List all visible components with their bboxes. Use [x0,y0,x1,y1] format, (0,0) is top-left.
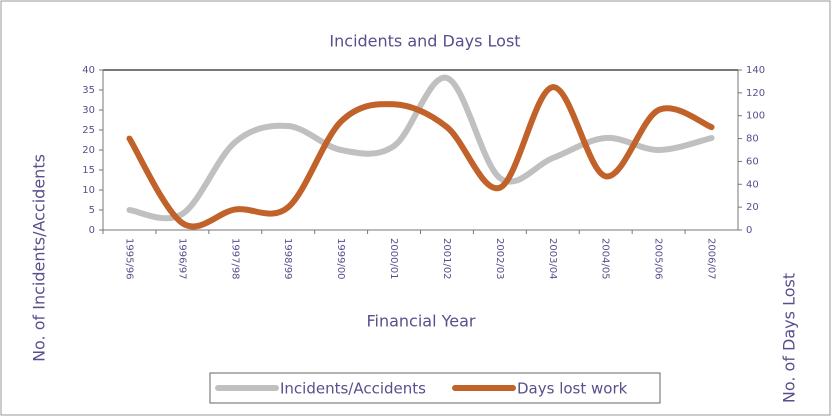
y-tick-label: 20 [82,145,95,156]
y-tick-label: 40 [82,65,95,76]
y2-tick-label: 20 [746,202,759,213]
y-tick-label: 10 [82,185,95,196]
y2-tick-label: 40 [746,179,759,190]
y2-tick-label: 140 [746,65,765,76]
y2-tick-label: 60 [746,156,759,167]
x-tick-label: 1996/97 [176,238,187,280]
y2-tick-label: 0 [746,225,752,236]
x-tick-label: 2001/02 [441,238,452,280]
y2-tick-label: 100 [746,111,765,122]
x-tick-label: 2004/05 [600,238,611,280]
y2-tick-label: 80 [746,134,759,145]
y-axis-label: No. of Incidents/Accidents [30,154,49,362]
x-tick-label: 1995/96 [123,238,134,280]
legend-label: Incidents/Accidents [280,380,426,398]
y-tick-label: 15 [82,165,95,176]
y-tick-label: 5 [89,205,95,216]
y2-tick-label: 120 [746,88,765,99]
series-line [126,84,715,230]
legend-box [209,372,661,404]
y2-axis-label: No. of Days Lost [780,273,799,403]
y-tick-label: 35 [82,85,95,96]
x-tick-label: 2005/06 [653,238,664,280]
x-tick-label: 2002/03 [494,238,505,280]
x-tick-label: 2000/01 [388,238,399,280]
y-tick-label: 30 [82,105,95,116]
x-tick-label: 1998/99 [282,238,293,280]
x-tick-label: 2006/07 [706,238,717,280]
chart-title: Incidents and Days Lost [329,32,520,51]
x-tick-label: 1997/98 [229,238,240,280]
y-tick-label: 25 [82,125,95,136]
y-tick-label: 0 [89,225,95,236]
x-tick-label: 2003/04 [547,238,558,280]
x-axis-label: Financial Year [366,312,475,331]
series-line [126,74,715,222]
legend-label: Days lost work [517,380,628,398]
x-tick-label: 1999/00 [335,238,346,280]
